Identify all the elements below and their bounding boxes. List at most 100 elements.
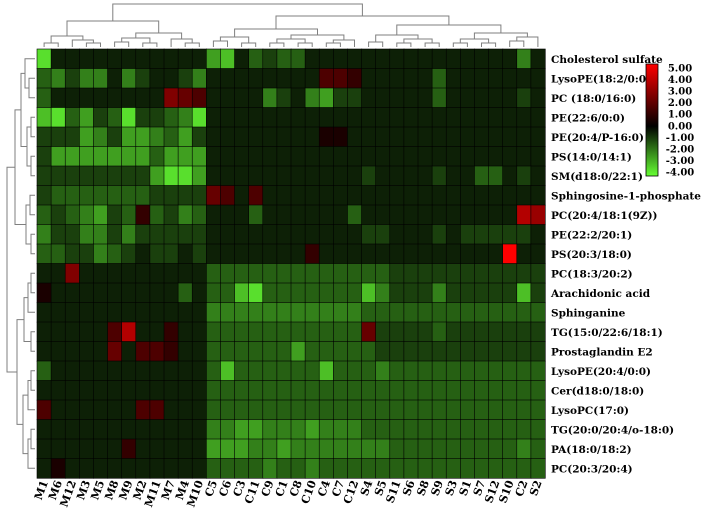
heatmap-cell — [516, 458, 532, 479]
heatmap-cell — [445, 48, 461, 70]
heatmap-cell — [389, 360, 405, 382]
heatmap-cell — [64, 185, 80, 206]
heatmap-cell — [389, 107, 405, 128]
heatmap-cell — [488, 282, 504, 304]
column-label: M6 — [46, 478, 65, 501]
heatmap-cell — [276, 302, 292, 323]
heatmap-cell — [163, 360, 179, 382]
heatmap-cell — [431, 126, 447, 148]
heatmap-cell — [318, 68, 334, 89]
heatmap-cell — [50, 360, 66, 382]
heatmap-cell — [347, 185, 363, 206]
heatmap-cell — [290, 438, 306, 460]
heatmap-cell — [276, 87, 292, 109]
heatmap-cell — [403, 419, 419, 440]
heatmap-cell — [191, 302, 207, 323]
heatmap-cell — [79, 302, 95, 323]
heatmap-cell — [234, 224, 250, 245]
heatmap-cell — [304, 224, 320, 245]
heatmap-cell — [79, 438, 95, 460]
heatmap-cell — [375, 458, 391, 479]
heatmap-cell — [262, 438, 278, 460]
heatmap-cell — [149, 458, 165, 479]
heatmap-cell — [375, 380, 391, 401]
heatmap-cell — [79, 126, 95, 148]
heatmap-cell — [403, 48, 419, 70]
heatmap-cell — [177, 224, 193, 245]
column-label: S5 — [372, 479, 390, 498]
heatmap-cell — [276, 243, 292, 265]
row-label: Cer(d18:0/18:0) — [551, 385, 644, 397]
heatmap-cell — [50, 302, 66, 323]
heatmap-cell — [121, 380, 137, 401]
heatmap-cell — [361, 458, 377, 479]
heatmap-cell — [417, 263, 433, 284]
heatmap-cell — [375, 438, 391, 460]
color-legend-ticks: 5.004.003.002.001.000.00-1.00-2.00-3.00-… — [666, 64, 695, 179]
dendrogram-branch — [30, 428, 35, 450]
heatmap-cell — [530, 87, 546, 109]
heatmap-cell — [248, 87, 264, 109]
heatmap-cell — [93, 185, 109, 206]
heatmap-cell — [262, 399, 278, 421]
heatmap-cell — [488, 224, 504, 245]
heatmap-cell — [64, 87, 80, 109]
heatmap-cell — [389, 87, 405, 109]
heatmap-cell — [93, 321, 109, 343]
row-label: LysoPE(20:4/0:0) — [551, 366, 651, 378]
heatmap-cell — [304, 263, 320, 284]
heatmap-cell — [234, 68, 250, 89]
heatmap-cell — [389, 165, 405, 187]
legend-tick-label: 1.00 — [668, 110, 692, 121]
heatmap-cell — [347, 302, 363, 323]
heatmap-cell — [516, 302, 532, 323]
heatmap-cell — [460, 399, 476, 421]
heatmap-cell — [304, 126, 320, 148]
heatmap-cell — [220, 224, 236, 245]
heatmap-cell — [502, 341, 518, 362]
heatmap-cell — [163, 438, 179, 460]
heatmap-cell — [460, 419, 476, 440]
heatmap-cell — [403, 107, 419, 128]
heatmap-cell — [79, 224, 95, 245]
heatmap-cell — [234, 126, 250, 148]
heatmap-cell — [333, 224, 349, 245]
heatmap-cell — [530, 185, 546, 206]
heatmap-cell — [488, 87, 504, 109]
heatmap-cell — [135, 224, 151, 245]
heatmap-cell — [347, 380, 363, 401]
heatmap-cell — [220, 48, 236, 70]
dendrogram-branch — [424, 42, 440, 47]
heatmap-cell — [304, 165, 320, 187]
heatmap-cell — [502, 204, 518, 226]
heatmap-cell — [333, 243, 349, 265]
heatmap-cell — [234, 458, 250, 479]
heatmap-cell — [333, 126, 349, 148]
heatmap-cell — [64, 360, 80, 382]
dendrogram-branch — [509, 40, 525, 47]
heatmap-cell — [318, 360, 334, 382]
column-label: C5 — [202, 479, 220, 499]
heatmap-cell — [276, 282, 292, 304]
heatmap-cell — [36, 185, 52, 206]
heatmap-cell — [107, 438, 123, 460]
heatmap-cell — [262, 126, 278, 148]
heatmap-cell — [163, 399, 179, 421]
heatmap-cell — [304, 341, 320, 362]
heatmap-cell — [206, 48, 222, 70]
heatmap-cell — [460, 165, 476, 187]
heatmap-cell — [93, 458, 109, 479]
heatmap-cell — [516, 380, 532, 401]
heatmap-cell — [417, 302, 433, 323]
color-legend: 5.004.003.002.001.000.00-1.00-2.00-3.00-… — [645, 64, 695, 179]
heatmap-cell — [445, 341, 461, 362]
heatmap-cell — [318, 126, 334, 148]
heatmap-cell — [361, 224, 377, 245]
heatmap-cell — [93, 282, 109, 304]
heatmap-cell — [135, 48, 151, 70]
heatmap-cell — [530, 126, 546, 148]
heatmap-cell — [177, 360, 193, 382]
heatmap-cell — [431, 107, 447, 128]
heatmap-cell — [304, 68, 320, 89]
heatmap-cell — [347, 438, 363, 460]
